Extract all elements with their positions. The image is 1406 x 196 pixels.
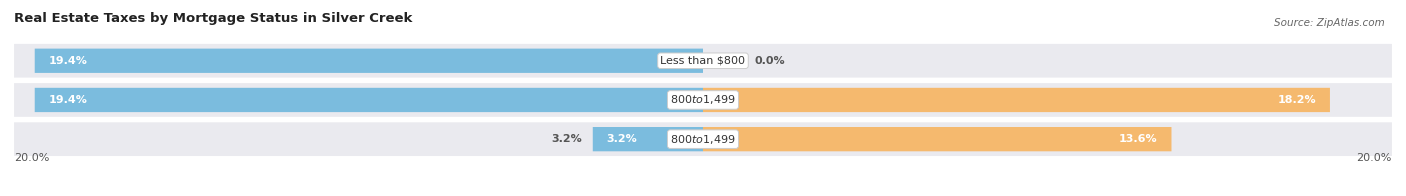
Text: 19.4%: 19.4% <box>48 95 87 105</box>
Text: $800 to $1,499: $800 to $1,499 <box>671 133 735 146</box>
FancyBboxPatch shape <box>14 83 1392 117</box>
FancyBboxPatch shape <box>703 88 1330 112</box>
Text: 19.4%: 19.4% <box>48 56 87 66</box>
Text: 20.0%: 20.0% <box>1357 153 1392 163</box>
FancyBboxPatch shape <box>35 88 703 112</box>
Text: Source: ZipAtlas.com: Source: ZipAtlas.com <box>1274 18 1385 28</box>
FancyBboxPatch shape <box>14 44 1392 78</box>
Text: 13.6%: 13.6% <box>1119 134 1157 144</box>
FancyBboxPatch shape <box>593 127 703 151</box>
Text: 18.2%: 18.2% <box>1278 95 1316 105</box>
Text: 0.0%: 0.0% <box>755 56 786 66</box>
FancyBboxPatch shape <box>703 127 1171 151</box>
Text: Less than $800: Less than $800 <box>661 56 745 66</box>
FancyBboxPatch shape <box>35 49 703 73</box>
Text: Real Estate Taxes by Mortgage Status in Silver Creek: Real Estate Taxes by Mortgage Status in … <box>14 12 412 25</box>
Text: $800 to $1,499: $800 to $1,499 <box>671 93 735 106</box>
Text: 20.0%: 20.0% <box>14 153 49 163</box>
FancyBboxPatch shape <box>14 122 1392 156</box>
Text: 3.2%: 3.2% <box>606 134 637 144</box>
Text: 3.2%: 3.2% <box>551 134 582 144</box>
